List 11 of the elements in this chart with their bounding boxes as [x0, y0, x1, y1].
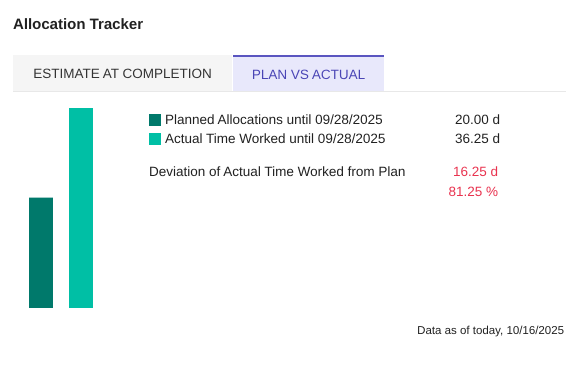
text: Actual Time Worked until 09/28/2025 — [165, 131, 386, 146]
chart-title: Allocation Tracker — [13, 16, 144, 33]
text: 36.25 d — [454, 131, 500, 146]
text: 16.25 d — [452, 164, 498, 179]
text: 81.25 % — [448, 184, 498, 199]
selected-tab: PLAN VS ACTUAL — [233, 55, 384, 91]
text: Planned Allocations until 09/28/2025 — [165, 112, 384, 127]
text: 20.00 d — [454, 112, 500, 127]
text: Deviation of Actual Time Worked from Plan — [149, 164, 406, 179]
tab: ESTIMATE AT COMPLETION — [13, 55, 232, 91]
text: Data as of today, 10/16/2025 — [417, 325, 564, 337]
